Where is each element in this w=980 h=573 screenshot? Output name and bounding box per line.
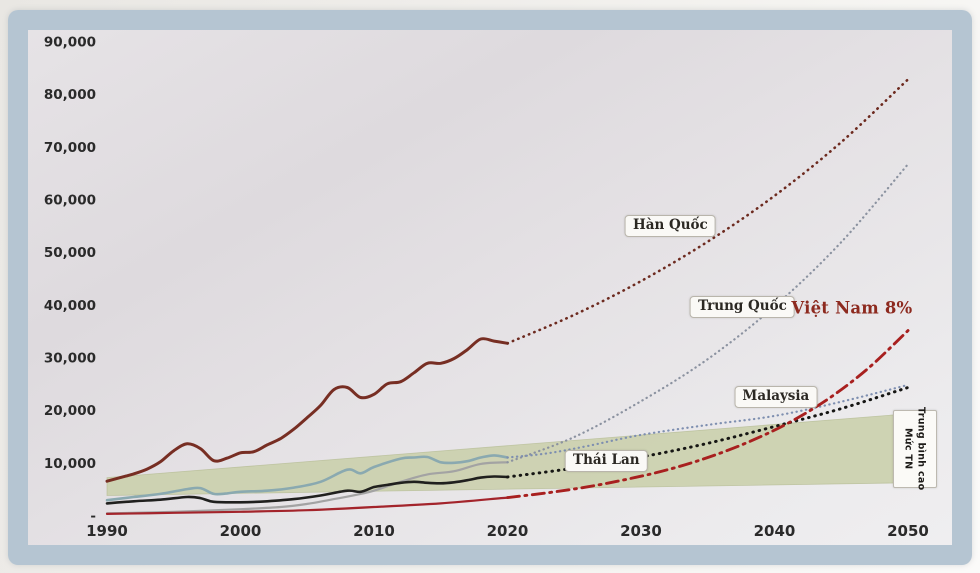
china-series-label: Trung Quốc xyxy=(690,296,795,319)
korea-series-label: Hàn Quốc xyxy=(624,215,716,238)
y-axis-tick-label: 10,000 xyxy=(44,456,96,472)
x-axis-tick-label: 2010 xyxy=(353,522,395,540)
income-band-label: Mức TN Trung bình cao xyxy=(892,406,937,491)
x-axis-tick-label: 1990 xyxy=(86,522,128,540)
y-axis-tick-label: 90,000 xyxy=(44,35,96,51)
y-axis-tick-label: 80,000 xyxy=(44,87,96,103)
series-malaysia-history xyxy=(105,454,509,502)
y-axis-tick-label: 60,000 xyxy=(44,193,96,209)
x-axis-tick-label: 2050 xyxy=(887,522,929,540)
series-korea-history xyxy=(105,337,509,483)
series-thailand-projection xyxy=(506,386,910,479)
series-thailand-history xyxy=(105,475,509,505)
x-axis-tick-label: 2030 xyxy=(620,522,662,540)
y-axis-tick-label: 50,000 xyxy=(44,245,96,261)
series-vietnam-projection-8pct xyxy=(506,329,910,500)
y-axis-tick-label: 30,000 xyxy=(44,351,96,367)
malaysia-series-label: Malaysia xyxy=(734,385,818,408)
income-band-label-line1: Mức TN xyxy=(902,427,914,470)
upper-middle-income-band xyxy=(106,413,909,496)
series-korea-projection xyxy=(506,78,910,345)
x-axis-tick-label: 2020 xyxy=(487,522,529,540)
y-axis-tick-label: - xyxy=(90,509,96,525)
y-axis-tick-label: 20,000 xyxy=(44,403,96,419)
x-axis-tick-label: 2000 xyxy=(220,522,262,540)
thailand-series-label: Thái Lan xyxy=(565,449,648,472)
y-axis-tick-label: 70,000 xyxy=(44,140,96,156)
x-axis-tick-label: 2040 xyxy=(754,522,796,540)
series-vietnam-history xyxy=(105,496,509,515)
series-malaysia-projection xyxy=(506,383,910,459)
y-axis-tick-label: 40,000 xyxy=(44,298,96,314)
vietnam-8pct-label: Việt Nam 8% xyxy=(791,298,913,318)
series-china-history xyxy=(105,461,509,515)
series-china-projection xyxy=(506,163,910,464)
income-band-label-line2: Trung bình cao xyxy=(915,406,927,491)
